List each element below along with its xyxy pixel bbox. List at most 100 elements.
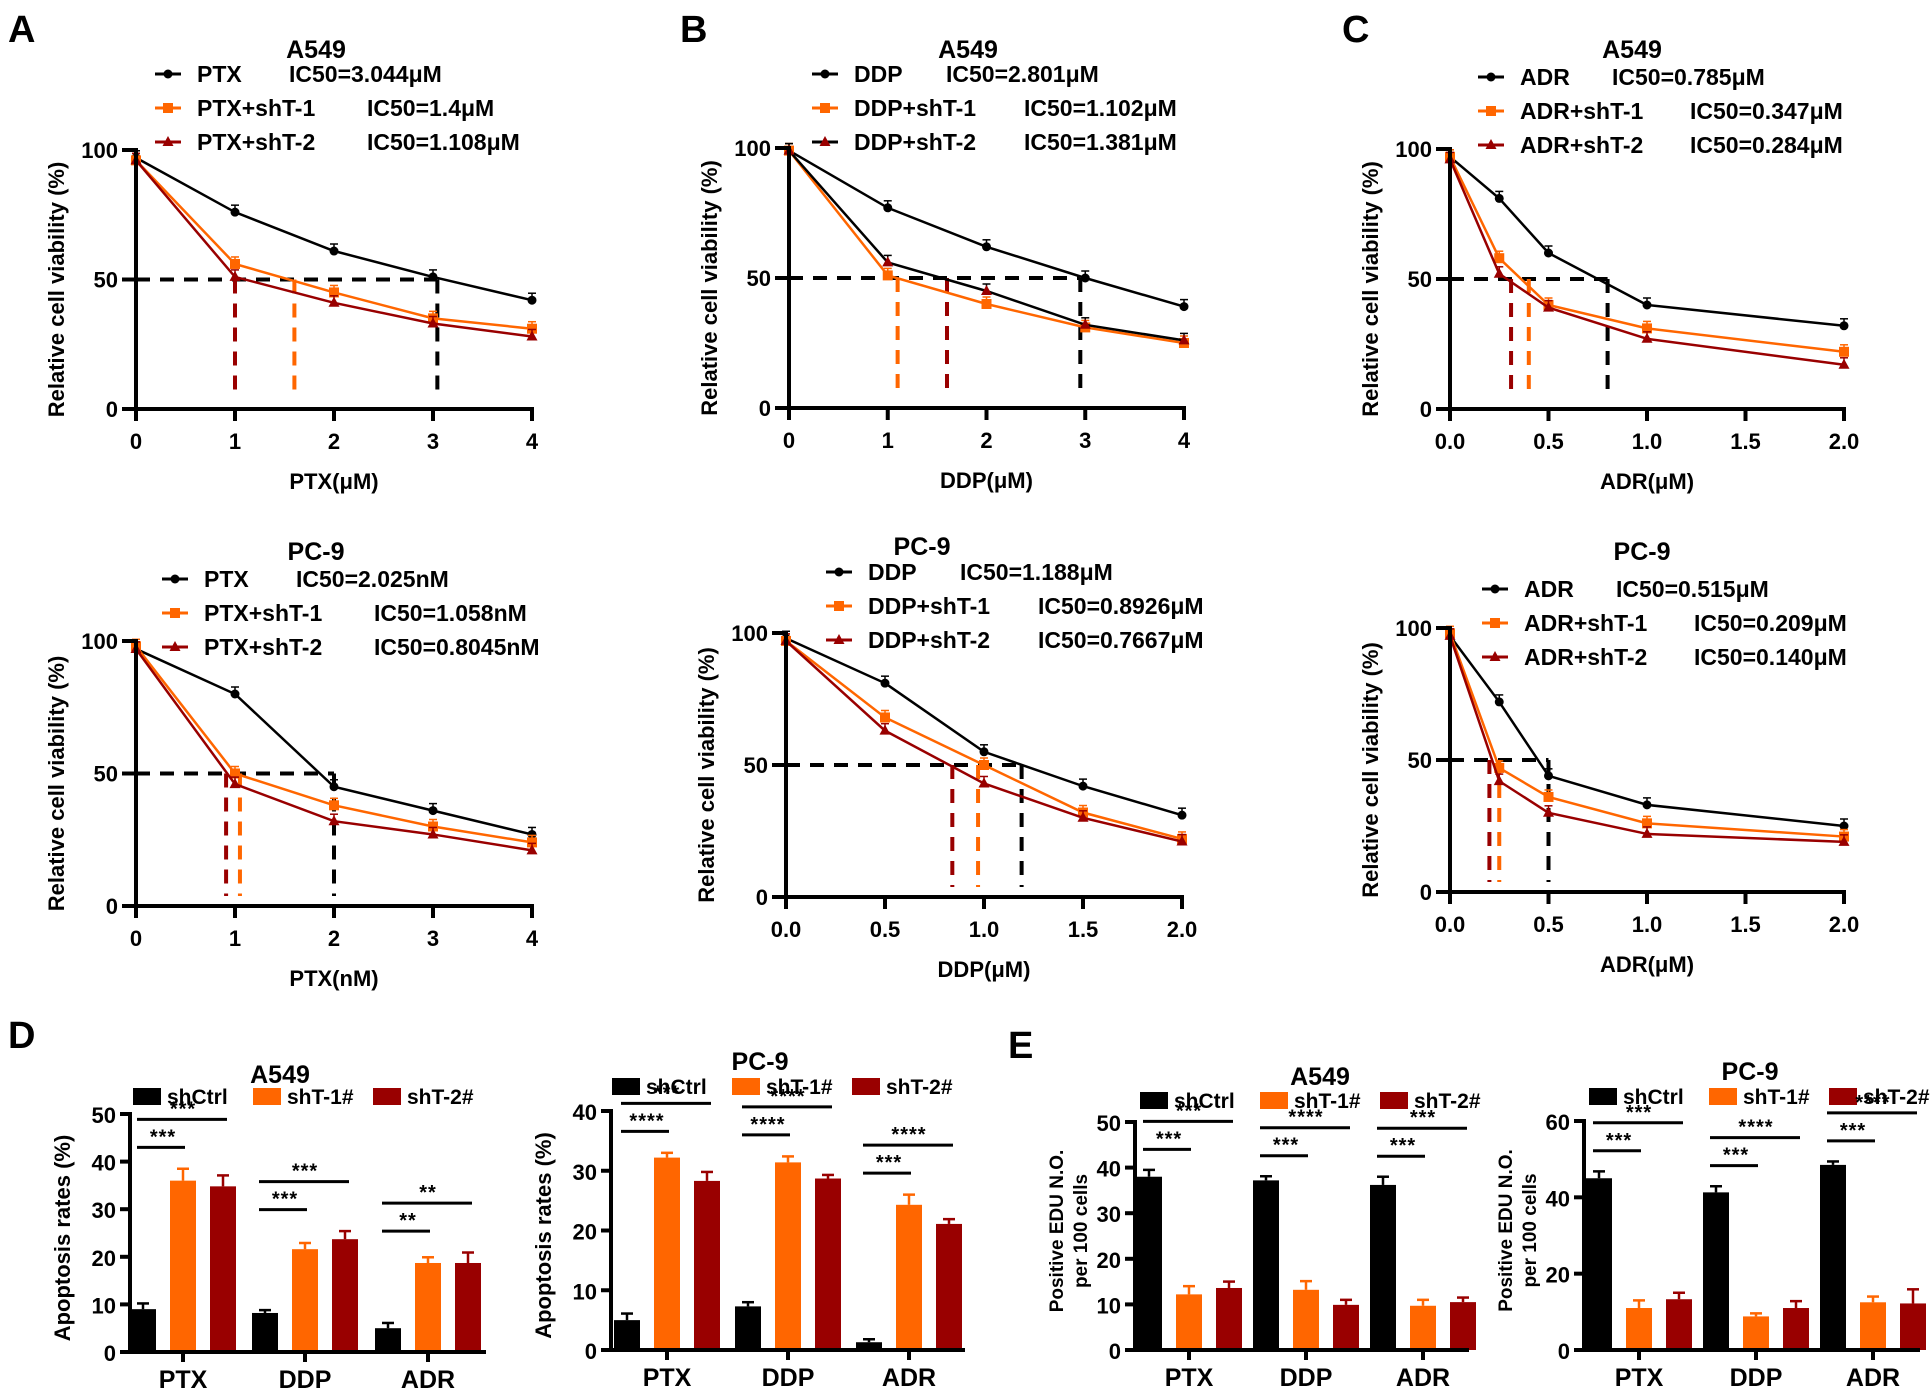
bar-sht-2--adr [936,1223,962,1350]
chart-title: A549 [250,1061,310,1089]
data-point [527,295,537,305]
series-line-ddp [785,637,1183,817]
category-label: ADR [1396,1364,1450,1390]
legend-ic50: IC50=0.347μM [1690,98,1843,124]
y-tick-label: 0 [104,1341,116,1366]
legend-swatch-2 [852,1078,880,1095]
sig-stars-shT1: *** [1606,1130,1632,1152]
y-axis-title: Relative cell viability (%) [697,160,722,416]
legend-marker-2 [1485,139,1497,149]
bar-sht-1--ddp [1293,1289,1319,1350]
data-point [1078,781,1088,791]
x-axis-title: ADR(μM) [1600,952,1694,977]
legend-label: shT-1# [1294,1090,1361,1113]
bar-shctrl-ptx [130,1309,156,1352]
y-axis-title: Relative cell viability (%) [1358,161,1383,417]
sig-stars-shT1: *** [1840,1120,1866,1142]
data-point [879,724,891,735]
legend-series-name: ADR+shT-2 [1524,644,1647,670]
x-tick-label: 1.0 [969,917,1000,942]
category-label: ADR [882,1364,936,1390]
sig-stars-shT1: *** [272,1189,298,1211]
y-axis-title: Apoptosis rates (%) [531,1132,556,1339]
legend-series-name: PTX [197,61,242,87]
bar-shctrl-ptx [1586,1178,1612,1350]
data-point [979,747,989,757]
legend-swatch-0 [1140,1092,1168,1109]
y-tick-label: 10 [573,1279,597,1304]
data-point [1544,248,1553,258]
bar-sht-1--adr [1410,1305,1436,1350]
x-tick-label: 0.0 [1435,912,1466,937]
y-tick-label: 50 [92,1103,116,1128]
x-tick-label: 2 [328,926,340,951]
data-point [1839,821,1849,831]
chart-title: PC-9 [732,1048,789,1076]
x-tick-label: 0 [130,429,142,454]
bar-sht-2--ddp [332,1239,358,1352]
data-point [979,760,989,770]
y-axis-title-line: Positive EDU N.O. [1496,1149,1517,1312]
chart-title: PC-9 [1722,1058,1779,1086]
legend-marker-0 [1490,584,1500,594]
legend-series-name: DDP+shT-2 [854,129,976,155]
legend-marker-1 [170,608,180,618]
x-tick-label: 2.0 [1167,917,1198,942]
y-tick-label: 50 [747,266,771,291]
y-tick-label: 50 [94,268,118,293]
x-tick-label: 4 [526,429,539,454]
legend-swatch-2 [1380,1092,1408,1109]
y-axis-title: Relative cell viability (%) [1358,642,1383,898]
data-point [230,689,240,699]
sig-stars-shT2: ** [419,1182,437,1204]
bar-sht-2--adr [455,1262,481,1352]
legend-marker-0 [170,574,180,584]
y-tick-label: 20 [92,1246,116,1271]
legend-ic50: IC50=0.8926μM [1038,593,1204,619]
legend-ic50: IC50=1.058nM [374,600,527,626]
data-point [1493,267,1505,278]
legend-swatch-1 [253,1088,281,1105]
legend-series-name: DDP [868,559,917,585]
y-tick-label: 100 [81,629,118,654]
data-point [1077,811,1089,822]
legend-label: shT-2# [886,1076,953,1099]
x-axis-title: ADR(μM) [1600,469,1694,494]
y-tick-label: 50 [1408,267,1432,292]
sig-stars-shT1: **** [629,1110,664,1132]
y-tick-label: 20 [1097,1248,1121,1273]
data-point [427,828,439,839]
bar-shctrl-ptx [1136,1176,1162,1350]
data-point [982,242,991,252]
y-tick-label: 100 [1395,137,1432,162]
legend-ic50: IC50=0.8045nM [374,634,540,660]
legend-ic50: IC50=2.801μM [946,61,1099,87]
legend-label: shT-2# [407,1086,474,1109]
sig-stars-shT2: **** [1855,1092,1890,1114]
legend-marker-1 [1486,106,1496,116]
sig-stars-shT2: *** [654,1082,680,1104]
legend-ic50: IC50=2.025nM [296,566,449,592]
category-label: DDP [1730,1364,1783,1390]
y-tick-label: 0 [106,397,118,422]
y-axis-title: Relative cell viability (%) [44,656,69,912]
sig-stars-shT1: *** [1156,1128,1182,1150]
chart-b-a549: A549 DDP IC50=2.801μM DDP+shT-1 IC50=1.102μM… [697,36,1191,493]
legend-marker-0 [1486,72,1496,82]
legend-marker-1 [820,103,830,113]
data-point [1079,318,1091,329]
y-tick-label: 50 [744,753,768,778]
legend-series-name: DDP+shT-1 [854,95,976,121]
x-tick-label: 0.5 [1533,912,1564,937]
legend-label: shCtrl [1623,1086,1684,1109]
legend-ic50: IC50=0.140μM [1694,644,1847,670]
bar-shctrl-adr [1820,1164,1846,1350]
data-point [1838,358,1850,369]
y-tick-label: 10 [92,1293,116,1318]
y-axis-title-line: Positive EDU N.O. [1047,1150,1068,1313]
sig-stars-shT2: **** [891,1124,926,1146]
data-point [978,777,990,788]
legend-marker-2 [819,136,831,146]
panel-letter-b: B [680,9,707,51]
panel-letter-d: D [8,1015,35,1057]
